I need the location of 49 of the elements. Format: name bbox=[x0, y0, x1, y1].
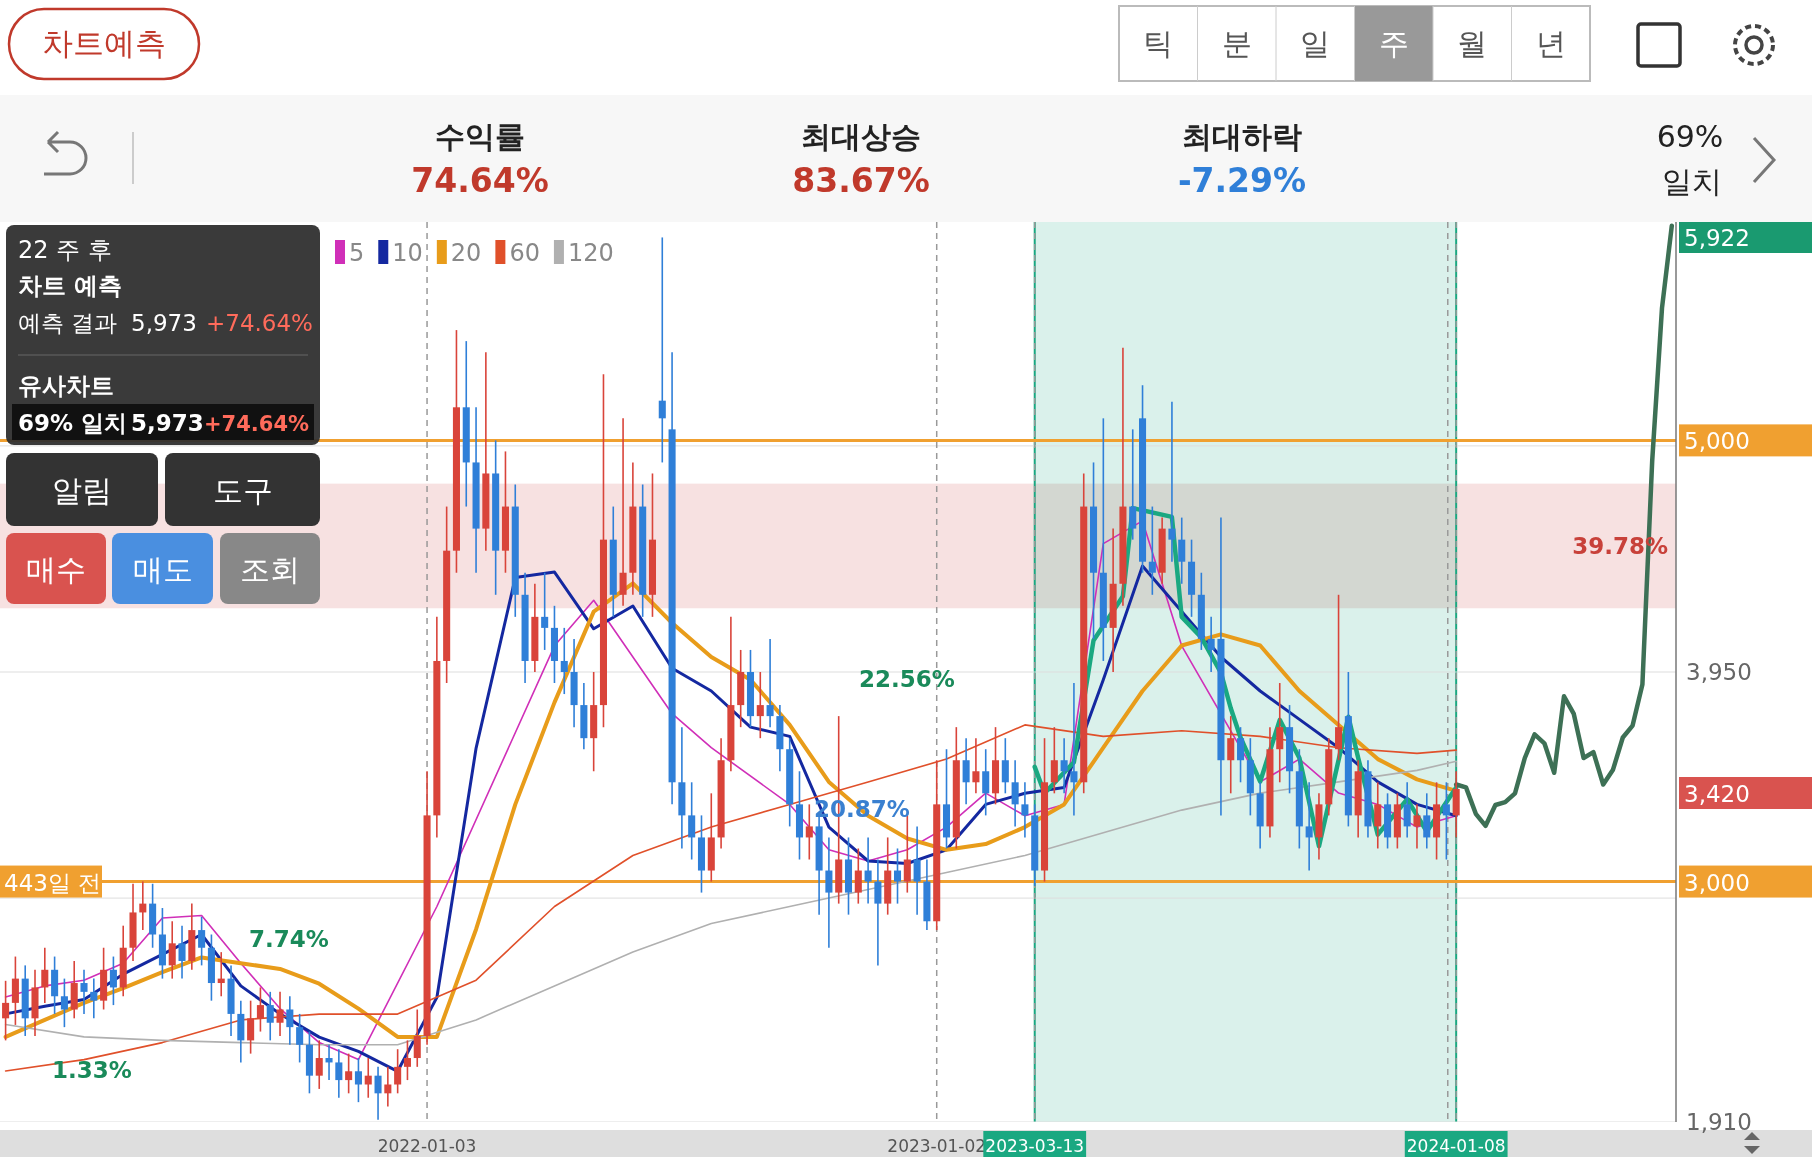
annotation: 5,973 bbox=[131, 310, 197, 336]
text: 최대상승 bbox=[801, 119, 921, 154]
annotation: 차트 예측 bbox=[18, 272, 123, 300]
ref-line-label: 5,000 bbox=[1684, 428, 1750, 455]
text: 월 bbox=[1457, 26, 1488, 61]
annotation: 22 주 후 bbox=[18, 236, 112, 264]
y-tick-label: 3,950 bbox=[1686, 659, 1752, 685]
text: 69% bbox=[1656, 119, 1724, 154]
x-tick-label: 2024-01-08 bbox=[1406, 1136, 1506, 1156]
annotation: 매수 bbox=[26, 551, 86, 587]
text: 수익률 bbox=[435, 119, 525, 154]
annotation: 5,973 bbox=[131, 410, 204, 436]
annotation: 69% 일치 bbox=[18, 410, 128, 436]
text: 74.64% bbox=[411, 161, 549, 200]
text: 분 bbox=[1221, 26, 1252, 61]
text: 일 bbox=[1300, 26, 1331, 61]
legend-label: 10 bbox=[392, 239, 423, 267]
line-series bbox=[1453, 223, 1675, 829]
text: 년 bbox=[1535, 26, 1566, 61]
annotation: 7.74% bbox=[249, 926, 329, 952]
text: 5,922 bbox=[1684, 225, 1750, 251]
text: 틱 bbox=[1143, 26, 1174, 61]
legend-label: 120 bbox=[567, 239, 614, 267]
annotation: 도구 bbox=[212, 472, 273, 508]
text: -7.29% bbox=[1177, 161, 1307, 200]
text: 3,420 bbox=[1684, 781, 1750, 807]
annotation: 유사차트 bbox=[18, 372, 114, 400]
line-series bbox=[4, 760, 1457, 1046]
chart-title: 차트예측 bbox=[42, 25, 166, 61]
annotation: 알림 bbox=[52, 472, 112, 508]
text: 최대하락 bbox=[1182, 119, 1302, 154]
y-tick-label: 1,910 bbox=[1686, 1109, 1752, 1135]
ref-line-label: 3,000 bbox=[1684, 869, 1750, 896]
annotation: 22.56% bbox=[859, 666, 955, 692]
text: 주 bbox=[1378, 26, 1409, 61]
text: 83.67% bbox=[792, 161, 930, 200]
legend-label: 60 bbox=[509, 239, 540, 267]
annotation: 예측 결과 bbox=[18, 310, 118, 336]
annotation: +74.64% bbox=[204, 412, 310, 436]
legend-label: 5 bbox=[349, 239, 365, 267]
text: 일치 bbox=[1662, 164, 1722, 199]
annotation: 매도 bbox=[132, 551, 193, 587]
x-tick-label: 2023-03-13 bbox=[985, 1136, 1085, 1156]
annotation: 1.33% bbox=[52, 1057, 132, 1083]
annotation: 443일 전 bbox=[4, 869, 102, 896]
annotation: +74.64% bbox=[206, 310, 313, 336]
annotation: 조회 bbox=[240, 551, 300, 587]
legend-label: 20 bbox=[450, 239, 482, 267]
x-tick-label: 2022-01-03 bbox=[377, 1136, 477, 1156]
